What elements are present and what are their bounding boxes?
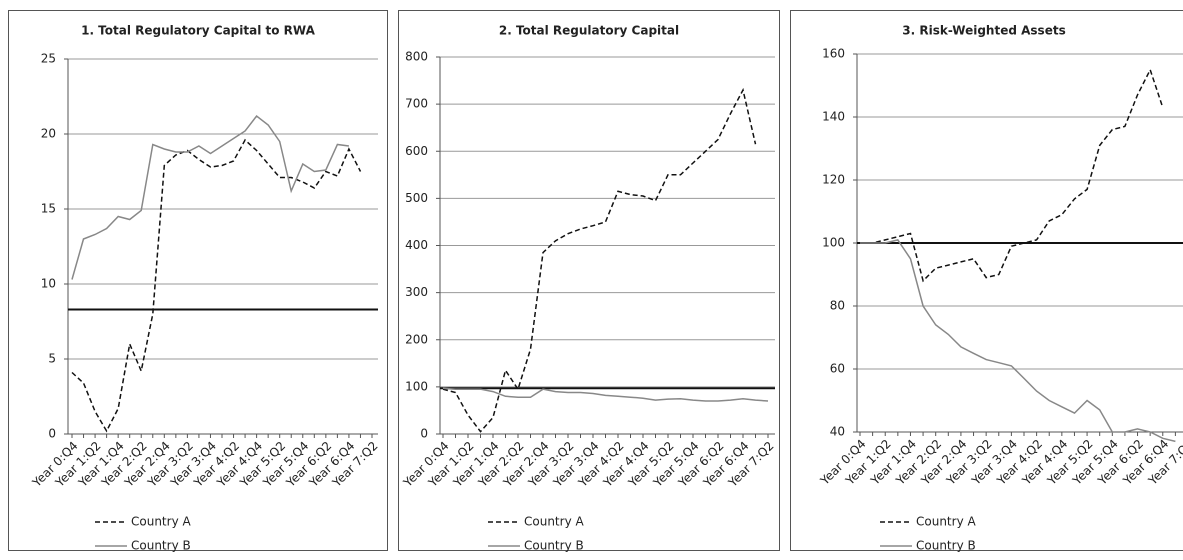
series-line: [71, 114, 349, 280]
y-tick-label: 60: [830, 362, 845, 376]
y-tick-label: 120: [822, 173, 845, 187]
legend-label: Country A: [131, 515, 191, 529]
series-line: [442, 387, 769, 402]
legend-label: Country B: [131, 539, 191, 553]
y-tick-label: 140: [822, 110, 845, 124]
y-tick-label: 0: [420, 427, 428, 441]
y-tick-label: 20: [41, 127, 56, 141]
y-tick-label: 300: [405, 285, 428, 299]
legend-label: Country A: [524, 515, 584, 529]
chart-title: 2. Total Regulatory Capital: [499, 24, 679, 38]
series-line: [442, 87, 757, 433]
legend-label: Country B: [524, 539, 584, 553]
y-tick-label: 500: [405, 191, 428, 205]
y-tick-label: 10: [41, 277, 56, 291]
panel: [398, 10, 780, 551]
y-tick-label: 100: [405, 379, 428, 393]
series-line: [860, 67, 1164, 283]
series-line: [71, 138, 362, 433]
legend-label: Country B: [916, 539, 976, 553]
chart-title: 1. Total Regulatory Capital to RWA: [81, 24, 315, 38]
y-tick-label: 400: [405, 238, 428, 252]
y-tick-label: 100: [822, 236, 845, 250]
panel: [8, 10, 388, 551]
y-tick-label: 80: [830, 299, 845, 313]
chart-title: 3. Risk-Weighted Assets: [902, 24, 1065, 38]
y-tick-label: 700: [405, 97, 428, 111]
y-tick-label: 40: [830, 425, 845, 439]
panel: [790, 10, 1183, 551]
y-tick-label: 600: [405, 144, 428, 158]
series-line: [860, 239, 1176, 443]
y-tick-label: 800: [405, 50, 428, 64]
y-tick-label: 200: [405, 332, 428, 346]
y-tick-label: 25: [41, 52, 56, 66]
y-tick-label: 0: [48, 427, 56, 441]
y-tick-label: 5: [48, 352, 56, 366]
legend-label: Country A: [916, 515, 976, 529]
y-tick-label: 15: [41, 202, 56, 216]
y-tick-label: 160: [822, 47, 845, 61]
